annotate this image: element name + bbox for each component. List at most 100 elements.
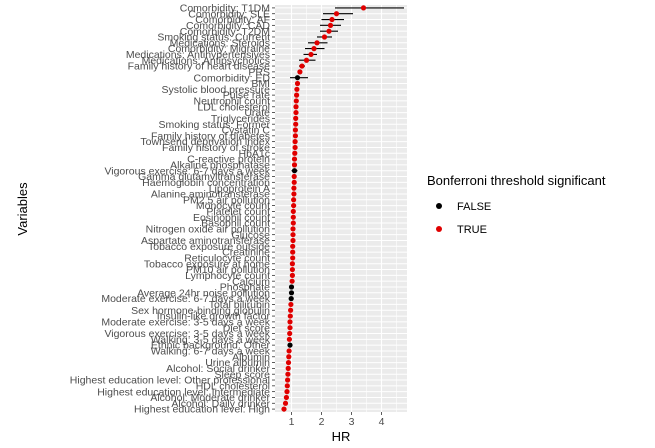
y-tick-label: Cystatin C <box>222 125 271 137</box>
hr-point <box>291 197 297 203</box>
legend-label-false: FALSE <box>457 201 491 213</box>
hr-point <box>286 354 292 360</box>
y-tick-label: Tobacco exposure at home <box>144 258 270 270</box>
hr-point <box>287 342 293 348</box>
y-tick-label: Highest education level: Other professio… <box>70 375 270 387</box>
y-tick-label: Systolic blood pressure <box>161 84 270 96</box>
hr-point <box>287 330 293 337</box>
x-axis: 1 2 3 4 <box>289 412 385 428</box>
y-tick-label: Urine albumin <box>205 357 270 369</box>
x-tick-label: 2 <box>319 416 325 428</box>
y-tick-label: Alcohol: Daily drinker <box>171 398 270 410</box>
y-tick-label: Vigorous exercise: 6-7 days a week <box>104 165 270 177</box>
y-tick-label: Ethnic background: Other <box>151 340 271 352</box>
hr-point <box>290 243 296 249</box>
hr-point <box>291 179 297 185</box>
legend-key-false <box>436 203 442 209</box>
hr-point <box>293 104 299 110</box>
major-gridlines <box>275 5 407 412</box>
y-tick-label: Townsend deprivation index <box>140 136 270 148</box>
y-tick-label: Smoking status: Former <box>159 119 271 131</box>
hr-point <box>290 208 296 215</box>
hr-point <box>285 371 291 377</box>
y-tick-label: Medications: Antihypertensives <box>126 49 270 61</box>
hr-point <box>281 406 287 412</box>
minor-gridlines <box>306 5 397 412</box>
y-tick-label: PM10 air pollution <box>186 264 270 276</box>
hr-point <box>326 28 332 34</box>
hr-point <box>291 191 297 197</box>
hr-point <box>289 272 295 278</box>
hr-point <box>287 319 293 325</box>
hr-point <box>333 11 340 17</box>
hr-point <box>293 121 299 127</box>
hr-point <box>294 80 301 87</box>
hr-point <box>314 40 320 46</box>
y-tick-label: Basophil count <box>201 218 270 230</box>
y-tick-label: Total bilirubin <box>209 299 270 311</box>
hr-point <box>290 226 296 232</box>
y-tick-label: Comorbidity: T2DM <box>180 26 270 38</box>
hr-point <box>288 296 294 302</box>
hr-point <box>282 400 289 406</box>
hr-point <box>289 266 295 273</box>
hr-point <box>292 139 298 145</box>
hr-point <box>327 22 334 28</box>
hr-point <box>285 365 291 371</box>
hr-point <box>288 284 295 290</box>
y-tick-label: Comorbidity: SLE <box>188 8 270 20</box>
y-tick-label: Smoking status: Current <box>157 32 270 44</box>
y-tick-label: Family history of stroke <box>162 142 270 154</box>
hr-point <box>290 255 296 261</box>
legend-title: Bonferroni threshold significant <box>427 173 606 188</box>
y-tick-label: Alcohol: Social drinker <box>166 363 270 375</box>
y-tick-label: Albumin <box>232 351 270 363</box>
hr-point <box>291 162 298 168</box>
hr-point <box>291 173 297 180</box>
y-tick-label: Calcium <box>232 276 270 288</box>
x-axis-title: HR <box>332 429 351 444</box>
hr-point <box>286 348 292 354</box>
hr-point <box>329 16 335 23</box>
hr-point <box>290 220 296 226</box>
hr-point <box>311 46 317 52</box>
y-tick-label: Aspartate aminotransferase <box>141 235 270 247</box>
y-tick-marks <box>272 7 275 410</box>
hr-point <box>299 63 305 69</box>
x-tick-label: 3 <box>349 416 355 428</box>
hr-point <box>292 127 298 133</box>
hr-point <box>289 261 295 267</box>
y-tick-label: Highest education level: Intermediate <box>97 386 270 398</box>
y-tick-label: Highest education level: High <box>134 404 270 416</box>
y-tick-label: Pulse rate <box>223 90 270 102</box>
hr-point <box>284 389 290 395</box>
hr-point <box>290 237 296 244</box>
hr-point <box>291 168 298 174</box>
hr-point <box>288 301 294 308</box>
y-tick-label: Comorbidity: CAD <box>186 20 270 32</box>
y-tick-label: Eosinophil count <box>193 212 270 224</box>
hr-point <box>293 109 299 116</box>
y-tick-label: Sex hormone-binding globulin <box>131 305 270 317</box>
legend: Bonferroni threshold significant FALSE T… <box>427 173 606 236</box>
x-tick-label: 1 <box>289 416 295 428</box>
y-tick-label: Haemoglobin concentration <box>142 177 270 189</box>
y-tick-label: Moderate exercise: 6-7 days a week <box>101 293 270 305</box>
y-tick-label: Moderate exercise: 3-5 days a week <box>101 316 270 328</box>
hr-point <box>294 92 300 98</box>
legend-key-true <box>436 226 442 232</box>
hr-point <box>289 278 295 284</box>
hr-point <box>360 5 367 11</box>
hr-point <box>287 313 293 319</box>
y-tick-label: Walking: 6-7 days a week <box>151 346 271 358</box>
y-tick-label: Gamma glutamyltransferase <box>138 171 270 183</box>
hr-point <box>293 115 299 121</box>
y-tick-label: Average 24hr noise pollution <box>137 287 270 299</box>
y-tick-label: Phosphate <box>220 282 270 294</box>
y-tick-label: Lymphocyte count <box>185 270 270 282</box>
hr-point <box>291 156 298 162</box>
y-tick-label: Family history of heart disease <box>128 61 271 73</box>
hr-point <box>303 57 310 63</box>
y-tick-label: LDL cholesterol <box>197 101 270 113</box>
